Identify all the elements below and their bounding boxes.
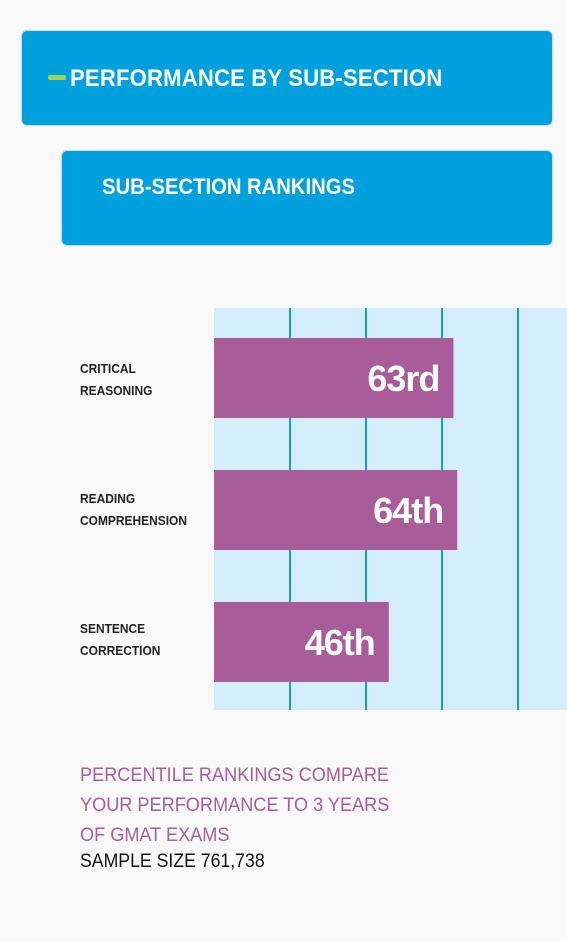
rankings-chart: CRITICAL REASONING READING COMPREHENSION S… <box>0 308 567 710</box>
bar-value-label: 63rd <box>367 358 439 399</box>
subsection-header: SUB-SECTION RANKINGS <box>61 150 553 246</box>
sample-size: SAMPLE SIZE 761,738 <box>80 851 265 872</box>
bar-value-label: 64th <box>373 490 443 531</box>
section-header: PERFORMANCE BY SUB-SECTION <box>21 30 553 126</box>
bar <box>214 470 458 550</box>
bar <box>214 338 454 418</box>
footnote-line: OF GMAT EXAMS <box>80 824 230 846</box>
footnote-line: YOUR PERFORMANCE TO 3 YEARS <box>80 794 390 816</box>
category-label-reading-comprehension: READING COMPREHENSION <box>80 491 187 528</box>
chart-plot: 63rd 64th 46th <box>214 308 567 710</box>
footnote: PERCENTILE RANKINGS COMPARE YOUR PERFORM… <box>80 760 389 850</box>
category-label-critical-reasoning: CRITICAL REASONING <box>80 361 153 398</box>
accent-dash-icon <box>48 75 66 80</box>
subsection-title: SUB-SECTION RANKINGS <box>102 174 356 199</box>
category-label-sentence-correction: SENTENCE CORRECTION <box>80 621 161 658</box>
bar-value-label: 46th <box>305 622 375 663</box>
section-title: PERFORMANCE BY SUB-SECTION <box>70 65 443 92</box>
footnote-line: PERCENTILE RANKINGS COMPARE <box>80 764 390 786</box>
bar <box>214 602 389 682</box>
